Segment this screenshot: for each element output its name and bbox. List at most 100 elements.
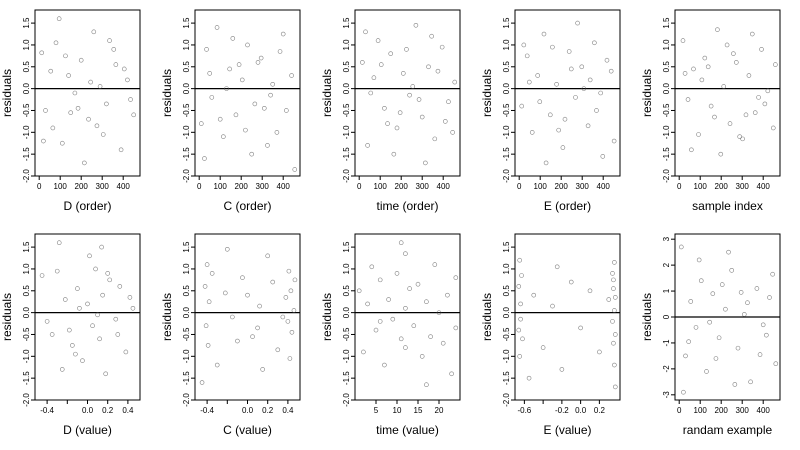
data-point — [688, 299, 694, 304]
x-tick-label: 400 — [277, 182, 291, 191]
y-tick-label: 1.5 — [662, 17, 671, 29]
data-point — [543, 160, 549, 166]
data-point — [48, 68, 54, 74]
data-point — [111, 47, 117, 52]
data-point — [66, 73, 71, 78]
data-point — [612, 260, 617, 265]
x-tick-label: 300 — [576, 182, 590, 191]
data-point — [104, 101, 109, 107]
data-point — [245, 42, 250, 48]
residual-panel: 5 10 15 20 -2.0 -1.5 -1.0 -0.5 0.0 0.5 1.0 1.5 time … — [320, 233, 461, 437]
data-point — [611, 286, 616, 291]
data-point — [360, 60, 365, 65]
data-point — [445, 292, 450, 298]
y-tick-label: 0.0 — [22, 307, 31, 319]
data-point — [759, 47, 764, 52]
data-point — [428, 334, 433, 339]
x-tick-label: 300 — [736, 406, 750, 415]
data-point — [686, 339, 691, 344]
data-point — [378, 62, 384, 67]
data-point — [221, 134, 226, 139]
x-tick-label: 100 — [694, 182, 708, 191]
data-point — [413, 22, 419, 28]
data-point — [450, 130, 455, 135]
y-tick-label: 1.0 — [22, 39, 31, 51]
residual-panel: -0.4 0.0 0.2 0.4 -2.0 -1.5 -1.0 -0.5 0.0 0.5 1.0 1.… — [160, 233, 301, 437]
y-tick-label: -1.5 — [502, 371, 511, 385]
x-tick-label: 200 — [395, 182, 409, 191]
data-point — [696, 132, 701, 137]
data-point — [385, 121, 390, 126]
y-tick-label: -2.0 — [342, 169, 351, 183]
y-tick-label: -1.5 — [22, 371, 31, 385]
data-point — [746, 73, 752, 78]
data-point — [39, 273, 45, 278]
data-point — [257, 303, 262, 309]
x-tick-label: 200 — [715, 406, 729, 415]
data-point — [568, 279, 574, 285]
residual-panel: 0 100 200 300 400 -2.0 -1.5 -1.0 -0.5 0.0 0.5 1.0 1.… — [480, 9, 621, 213]
y-tick-label: 1.0 — [502, 263, 511, 275]
y-axis-label: residuals — [480, 69, 494, 117]
data-point — [288, 288, 294, 294]
data-point — [289, 73, 294, 78]
data-point — [748, 379, 753, 385]
plot-frame — [514, 9, 621, 177]
data-point — [62, 297, 68, 302]
data-point — [80, 358, 85, 363]
data-point — [100, 132, 106, 137]
data-point — [411, 323, 417, 329]
plot-frame — [34, 233, 141, 401]
data-point — [526, 375, 532, 381]
y-tick-label: -1.5 — [502, 147, 511, 161]
x-tick-label: 300 — [416, 182, 430, 191]
y-tick-label: -1.0 — [502, 349, 511, 363]
data-point — [56, 240, 62, 246]
x-tick-label: 300 — [256, 182, 270, 191]
x-tick-label: 0.2 — [262, 406, 274, 415]
x-axis-label: time (value) — [376, 423, 439, 437]
data-point — [68, 110, 73, 115]
data-point — [435, 68, 441, 74]
y-tick-label: -2.0 — [502, 393, 511, 407]
data-point — [214, 25, 220, 30]
data-point — [696, 257, 702, 263]
data-point — [73, 351, 78, 357]
data-point — [204, 47, 209, 52]
y-tick-label: 0.5 — [22, 61, 31, 73]
data-point — [705, 64, 711, 70]
y-tick-label: 0.5 — [182, 61, 191, 73]
data-point — [517, 257, 522, 263]
data-point — [716, 335, 722, 341]
data-point — [594, 108, 599, 113]
data-point — [41, 138, 46, 144]
data-point — [537, 99, 543, 105]
residual-panel: -0.4 0.0 0.2 0.4 -2.0 -1.5 -1.0 -0.5 0.0 0.5 1.0 1.… — [0, 233, 141, 437]
y-tick-label: 1.0 — [182, 263, 191, 275]
x-tick-label: 100 — [374, 182, 388, 191]
y-tick-label: 1.0 — [342, 39, 351, 51]
data-point — [369, 264, 375, 270]
x-tick-label: 0.4 — [122, 406, 134, 415]
x-tick-label: 0 — [197, 182, 202, 191]
data-point — [204, 262, 210, 267]
x-tick-label: 5 — [374, 406, 379, 415]
data-point — [44, 319, 50, 324]
data-point — [230, 314, 235, 320]
data-point — [419, 354, 425, 359]
x-tick-label: 200 — [235, 182, 249, 191]
data-point — [415, 281, 421, 287]
data-point — [217, 116, 223, 122]
x-axis-label: E (value) — [543, 423, 591, 437]
data-point — [436, 310, 442, 315]
data-point — [611, 138, 617, 144]
plot-frame — [514, 233, 621, 401]
x-tick-label: 15 — [414, 406, 423, 415]
data-point — [222, 290, 228, 296]
x-tick-label: 400 — [757, 406, 771, 415]
x-tick-label: 200 — [715, 182, 729, 191]
x-tick-label: 300 — [96, 182, 110, 191]
data-point — [205, 343, 211, 348]
data-point — [773, 361, 779, 366]
data-point — [568, 66, 574, 72]
